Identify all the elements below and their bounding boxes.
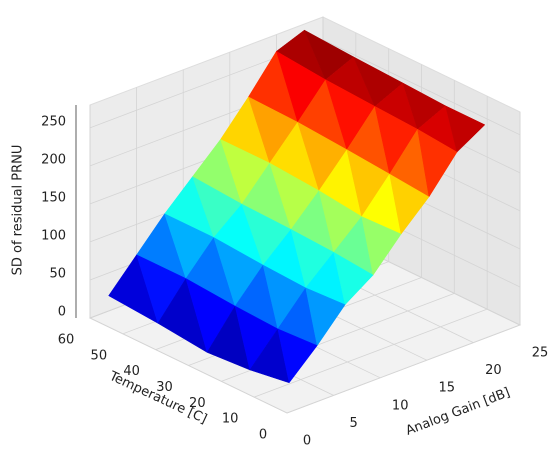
z-axis-title: SD of residual PRNU — [11, 145, 26, 276]
z-tick-label: 100 — [41, 228, 66, 243]
x-tick-label: 25 — [532, 346, 549, 361]
z-tick-label: 0 — [58, 305, 66, 320]
y-tick-label: 0 — [259, 428, 267, 443]
y-tick-label: 20 — [189, 396, 206, 411]
grid-line — [254, 308, 488, 398]
surface-facet — [445, 105, 486, 153]
y-tick-label: 10 — [222, 412, 239, 427]
surface-facet — [361, 216, 402, 276]
x-tick-label: 5 — [349, 416, 357, 431]
x-tick-label: 10 — [392, 398, 409, 413]
surface-facet — [417, 128, 458, 198]
surface — [108, 29, 486, 384]
z-tick-label: 250 — [41, 114, 66, 129]
surface-facet — [277, 328, 318, 384]
x-tick-label: 15 — [439, 381, 456, 396]
grid-line — [322, 39, 521, 136]
surface-facet — [305, 287, 346, 347]
z-tick-label: 200 — [41, 152, 66, 167]
grid-line — [286, 324, 521, 414]
x-tick-label: 0 — [303, 434, 311, 449]
y-tick-label: 60 — [58, 333, 75, 348]
z-tick-label: 50 — [49, 266, 66, 281]
x-tick-label: 20 — [485, 363, 502, 378]
y-tick-label: 40 — [123, 364, 140, 379]
y-tick-label: 30 — [156, 380, 173, 395]
surface-facet — [333, 251, 374, 306]
x-axis-title: Analog Gain [dB] — [404, 385, 512, 439]
surface-facet — [389, 173, 430, 235]
y-tick-label: 50 — [91, 348, 108, 363]
z-tick-label: 150 — [41, 190, 66, 205]
